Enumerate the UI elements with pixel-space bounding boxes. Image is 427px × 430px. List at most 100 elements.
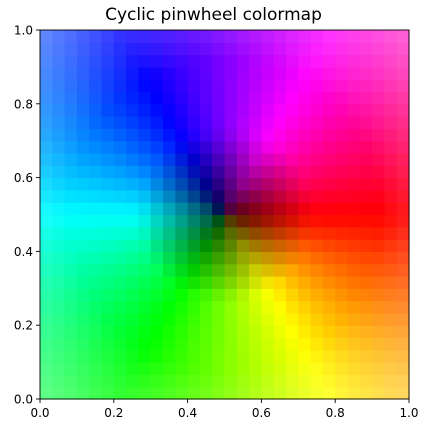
heatmap-cell (236, 116, 250, 129)
heatmap-cell (236, 103, 250, 117)
heatmap-cell (286, 54, 299, 68)
heatmap-cell (187, 312, 201, 326)
heatmap-cell (76, 54, 90, 68)
heatmap-cell (322, 103, 336, 117)
heatmap-cell (236, 189, 250, 203)
heatmap-cell (126, 153, 139, 166)
heatmap-cell (40, 251, 53, 265)
heatmap-cell (126, 300, 139, 314)
heatmap-cell (113, 128, 127, 142)
heatmap-cell (359, 54, 373, 68)
heatmap-cell (359, 42, 373, 56)
heatmap-cell (40, 362, 53, 375)
heatmap-cell (138, 312, 152, 326)
heatmap-cell (199, 140, 213, 154)
heatmap-cell (396, 276, 410, 289)
heatmap-cell (359, 177, 373, 191)
heatmap-cell (359, 312, 373, 326)
heatmap-cell (310, 202, 324, 216)
heatmap-cell (249, 263, 262, 277)
heatmap-cell (273, 214, 287, 228)
heatmap-cell (384, 54, 398, 68)
heatmap-cell (89, 177, 103, 191)
heatmap-cell (126, 91, 139, 105)
heatmap-cell (347, 263, 361, 277)
heatmap-cell (249, 362, 262, 375)
heatmap-cell (126, 66, 139, 80)
heatmap-cell (175, 226, 189, 240)
heatmap-cell (40, 42, 53, 56)
heatmap-cell (187, 91, 201, 105)
heatmap-cell (101, 276, 115, 289)
x-tick-label: 0.4 (178, 406, 197, 420)
y-axis: 0.0 0.2 0.4 0.6 0.8 1.0 (14, 24, 40, 407)
heatmap-cell (212, 362, 226, 375)
heatmap-cell (113, 42, 127, 56)
heatmap-cell (322, 226, 336, 240)
heatmap-cell (64, 214, 78, 228)
heatmap-cell (224, 202, 238, 216)
heatmap-cell (52, 153, 66, 166)
heatmap-cell (126, 54, 139, 68)
heatmap-cell (113, 239, 127, 252)
heatmap-cell (175, 153, 189, 166)
heatmap-cell (396, 325, 410, 339)
heatmap-cell (76, 140, 90, 154)
heatmap-cell (372, 337, 385, 351)
heatmap-cell (89, 140, 103, 154)
heatmap-cell (286, 263, 299, 277)
x-tick-label: 0.0 (30, 406, 49, 420)
heatmap-cell (199, 103, 213, 117)
heatmap-cell (359, 362, 373, 375)
heatmap-cell (273, 349, 287, 363)
heatmap-cell (298, 386, 312, 400)
heatmap-cell (89, 337, 103, 351)
heatmap-cell (40, 165, 53, 179)
heatmap-cell (126, 226, 139, 240)
heatmap-cell (261, 103, 275, 117)
heatmap-cell (396, 140, 410, 154)
heatmap-cell (273, 165, 287, 179)
heatmap-cell (40, 374, 53, 388)
heatmap-cell (286, 288, 299, 302)
heatmap-cell (64, 54, 78, 68)
heatmap-cell (52, 165, 66, 179)
heatmap-cell (89, 288, 103, 302)
heatmap-cell (199, 128, 213, 142)
heatmap-cell (322, 251, 336, 265)
heatmap-cell (212, 251, 226, 265)
heatmap-cell (249, 103, 262, 117)
heatmap-cell (76, 91, 90, 105)
heatmap-cell (335, 239, 349, 252)
heatmap-cell (286, 128, 299, 142)
heatmap-cell (138, 66, 152, 80)
heatmap-cell (261, 337, 275, 351)
heatmap-cell (261, 374, 275, 388)
heatmap-cell (113, 79, 127, 93)
heatmap-cell (224, 239, 238, 252)
heatmap-cell (261, 226, 275, 240)
heatmap-cell (310, 251, 324, 265)
heatmap-cell (175, 79, 189, 93)
heatmap-cell (261, 263, 275, 277)
axes-frame (39, 29, 410, 400)
heatmap-cell (310, 226, 324, 240)
heatmap-cell (261, 30, 275, 43)
heatmap-cell (396, 66, 410, 80)
heatmap-cell (113, 300, 127, 314)
heatmap-cell (187, 214, 201, 228)
heatmap-cell (175, 374, 189, 388)
heatmap-cell (335, 66, 349, 80)
heatmap-cell (372, 349, 385, 363)
heatmap-cell (322, 116, 336, 129)
heatmap-cell (150, 91, 164, 105)
heatmap-cell (126, 189, 139, 203)
heatmap-cell (89, 214, 103, 228)
heatmap-cell (298, 374, 312, 388)
heatmap-cell (359, 189, 373, 203)
heatmap-cell (396, 54, 410, 68)
heatmap-cell (101, 128, 115, 142)
heatmap-cell (113, 374, 127, 388)
heatmap-cell (224, 226, 238, 240)
heatmap-cell (113, 325, 127, 339)
